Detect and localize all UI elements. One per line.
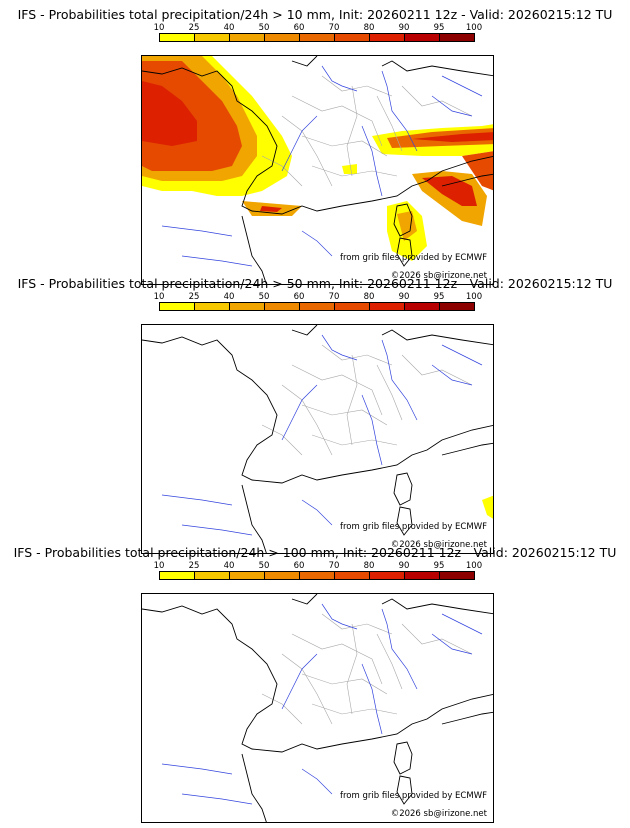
panel-title: IFS - Probabilities total precipitation/… — [13, 545, 617, 560]
admin-borders — [261, 344, 473, 456]
scale-label: 10 — [153, 23, 165, 33]
scale-label: 80 — [363, 561, 375, 571]
admin-borders — [261, 75, 473, 187]
colorscale-bar — [159, 302, 475, 311]
scale-label: 60 — [293, 292, 305, 302]
map-svg — [142, 56, 493, 284]
scale-swatch — [405, 34, 440, 41]
precip-field — [482, 495, 493, 519]
scale-label: 25 — [188, 292, 200, 302]
scale-label: 10 — [153, 561, 165, 571]
scale-swatch — [335, 303, 370, 310]
scale-swatch — [160, 303, 195, 310]
scale-swatch — [335, 572, 370, 579]
coastlines — [142, 325, 493, 553]
scale-label: 25 — [188, 561, 200, 571]
panel-title: IFS - Probabilities total precipitation/… — [17, 7, 613, 22]
panel-10mm: IFS - Probabilities total precipitation/… — [0, 7, 630, 285]
scale-swatch — [195, 572, 230, 579]
scale-swatch — [230, 303, 265, 310]
colorscale-bar — [159, 571, 475, 580]
scale-label: 90 — [398, 561, 410, 571]
scale-label: 40 — [223, 292, 235, 302]
scale-label: 70 — [328, 561, 340, 571]
scale-label: 25 — [188, 23, 200, 33]
rivers — [161, 334, 483, 536]
scale-swatch — [370, 303, 405, 310]
scale-label: 95 — [433, 561, 445, 571]
scale-label: 95 — [433, 292, 445, 302]
scale-label: 100 — [465, 23, 483, 33]
scale-label: 90 — [398, 292, 410, 302]
credit-source: from grib files provided by ECMWF — [340, 253, 487, 263]
map-frame: from grib files provided by ECMWF ©2026 … — [141, 593, 494, 823]
scale-label: 80 — [363, 23, 375, 33]
scale-swatch — [265, 303, 300, 310]
scale-swatch — [335, 34, 370, 41]
coastlines — [142, 56, 493, 284]
scale-swatch — [300, 303, 335, 310]
credit-source: from grib files provided by ECMWF — [340, 791, 487, 801]
scale-label: 70 — [328, 292, 340, 302]
scale-swatch — [370, 34, 405, 41]
scale-swatch — [195, 34, 230, 41]
scale-swatch — [230, 34, 265, 41]
credit-copyright: ©2026 sb@irizone.net — [390, 271, 487, 281]
scale-swatch — [230, 572, 265, 579]
scale-swatch — [265, 34, 300, 41]
rivers — [161, 603, 483, 805]
scale-swatch — [440, 34, 474, 41]
scale-swatch — [370, 572, 405, 579]
scale-label: 95 — [433, 23, 445, 33]
scale-label: 100 — [465, 292, 483, 302]
scale-label: 40 — [223, 23, 235, 33]
precip-field — [142, 56, 493, 261]
scale-label: 100 — [465, 561, 483, 571]
map-svg — [142, 594, 493, 822]
rivers — [161, 65, 483, 267]
scale-label: 50 — [258, 292, 270, 302]
scale-label: 60 — [293, 23, 305, 33]
scale-swatch — [300, 34, 335, 41]
admin-borders — [261, 613, 473, 725]
scale-label: 90 — [398, 23, 410, 33]
scale-label: 50 — [258, 561, 270, 571]
coastlines — [142, 594, 493, 822]
scale-label: 70 — [328, 23, 340, 33]
map-frame: from grib files provided by ECMWF ©2026 … — [141, 324, 494, 554]
scale-swatch — [440, 303, 474, 310]
scale-label: 10 — [153, 292, 165, 302]
scale-label: 40 — [223, 561, 235, 571]
scale-swatch — [300, 572, 335, 579]
map-frame: from grib files provided by ECMWF ©2026 … — [141, 55, 494, 285]
panel-100mm: IFS - Probabilities total precipitation/… — [0, 545, 630, 823]
scale-swatch — [265, 572, 300, 579]
scale-swatch — [195, 303, 230, 310]
colorscale-labels: 10 25 40 50 60 70 80 90 95 100 — [150, 561, 490, 571]
scale-swatch — [405, 303, 440, 310]
colorscale-labels: 10 25 40 50 60 70 80 90 95 100 — [150, 23, 490, 33]
map-svg — [142, 325, 493, 553]
scale-swatch — [405, 572, 440, 579]
scale-label: 60 — [293, 561, 305, 571]
panel-50mm: IFS - Probabilities total precipitation/… — [0, 276, 630, 554]
credit-source: from grib files provided by ECMWF — [340, 522, 487, 532]
credit-copyright: ©2026 sb@irizone.net — [390, 809, 487, 819]
scale-label: 50 — [258, 23, 270, 33]
scale-swatch — [160, 572, 195, 579]
scale-swatch — [440, 572, 474, 579]
credit-copyright: ©2026 sb@irizone.net — [390, 540, 487, 550]
colorscale-bar — [159, 33, 475, 42]
colorscale-labels: 10 25 40 50 60 70 80 90 95 100 — [150, 292, 490, 302]
scale-swatch — [160, 34, 195, 41]
scale-label: 80 — [363, 292, 375, 302]
panel-title: IFS - Probabilities total precipitation/… — [17, 276, 613, 291]
